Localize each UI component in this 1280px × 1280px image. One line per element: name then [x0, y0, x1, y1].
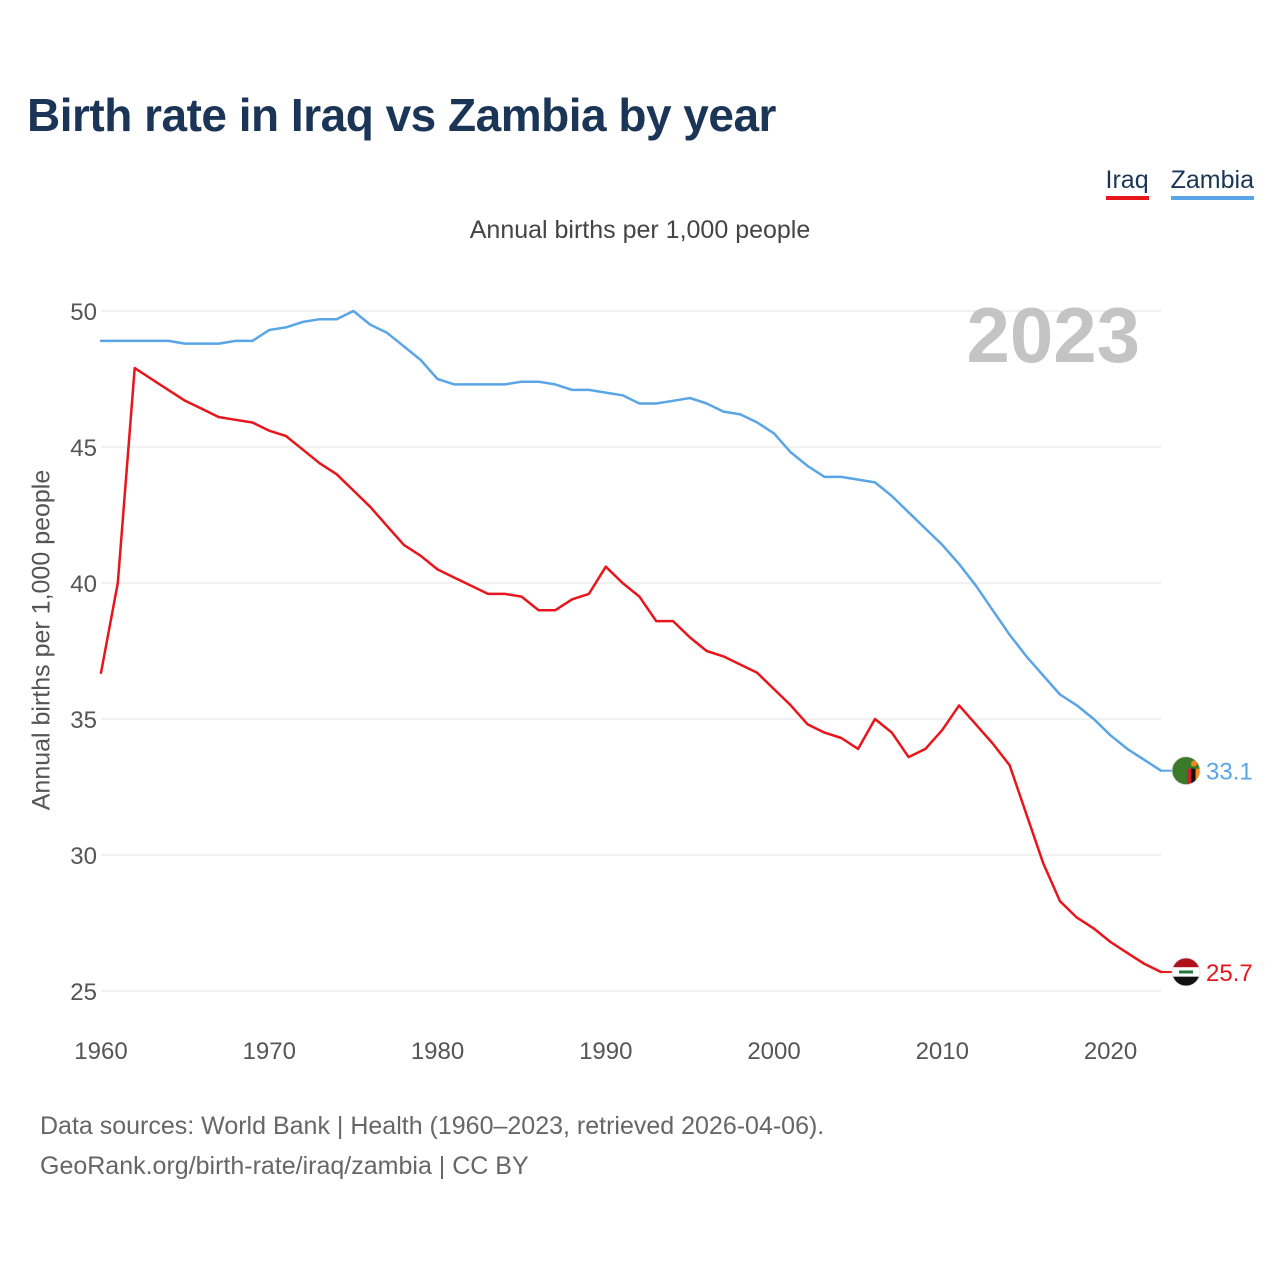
series-endpoints: 25.7 33.1	[1161, 756, 1253, 987]
source-note: Data sources: World Bank | Health (1960–…	[40, 1106, 824, 1186]
series-line-iraq	[99, 366, 1163, 974]
legend-item-zambia[interactable]: Zambia	[1170, 166, 1254, 200]
y-tick-label-45: 45	[70, 435, 97, 462]
x-tick-label-2000: 2000	[747, 1038, 800, 1065]
x-tick-label-1970: 1970	[243, 1038, 296, 1065]
y-tick-label-30: 30	[70, 843, 97, 870]
y-tick-label-40: 40	[70, 571, 97, 598]
end-value-label-iraq: 25.7	[1206, 960, 1253, 987]
x-tick-label-2020: 2020	[1084, 1038, 1137, 1065]
chart-subtitle: Annual births per 1,000 people	[469, 216, 811, 244]
y-axis-ticks: 25 30 35 40 45 50	[70, 299, 97, 1006]
series-line-zambia	[99, 309, 1163, 772]
y-tick-label-25: 25	[70, 979, 97, 1006]
x-tick-label-2010: 2010	[916, 1038, 969, 1065]
year-watermark: 2023	[966, 291, 1140, 379]
y-tick-label-35: 35	[70, 707, 97, 734]
x-axis-ticks: 1960 1970 1980 1990 2000 2010 2020	[74, 1038, 1137, 1065]
x-tick-label-1960: 1960	[74, 1038, 127, 1065]
series-lines	[99, 309, 1163, 974]
iraq-flag-icon	[1171, 957, 1201, 987]
zambia-flag-icon	[1171, 756, 1201, 786]
y-tick-label-50: 50	[70, 299, 97, 326]
page-title: Birth rate in Iraq vs Zambia by year	[27, 89, 776, 141]
x-tick-label-1990: 1990	[579, 1038, 632, 1065]
x-tick-label-1980: 1980	[411, 1038, 464, 1065]
legend: Iraq Zambia	[1105, 166, 1254, 200]
end-value-label-zambia: 33.1	[1206, 759, 1253, 786]
source-line-2[interactable]: GeoRank.org/birth-rate/iraq/zambia | CC …	[40, 1152, 529, 1180]
legend-item-iraq[interactable]: Iraq	[1105, 166, 1149, 200]
gridlines	[101, 310, 1161, 992]
source-line-1: Data sources: World Bank | Health (1960–…	[40, 1112, 825, 1140]
